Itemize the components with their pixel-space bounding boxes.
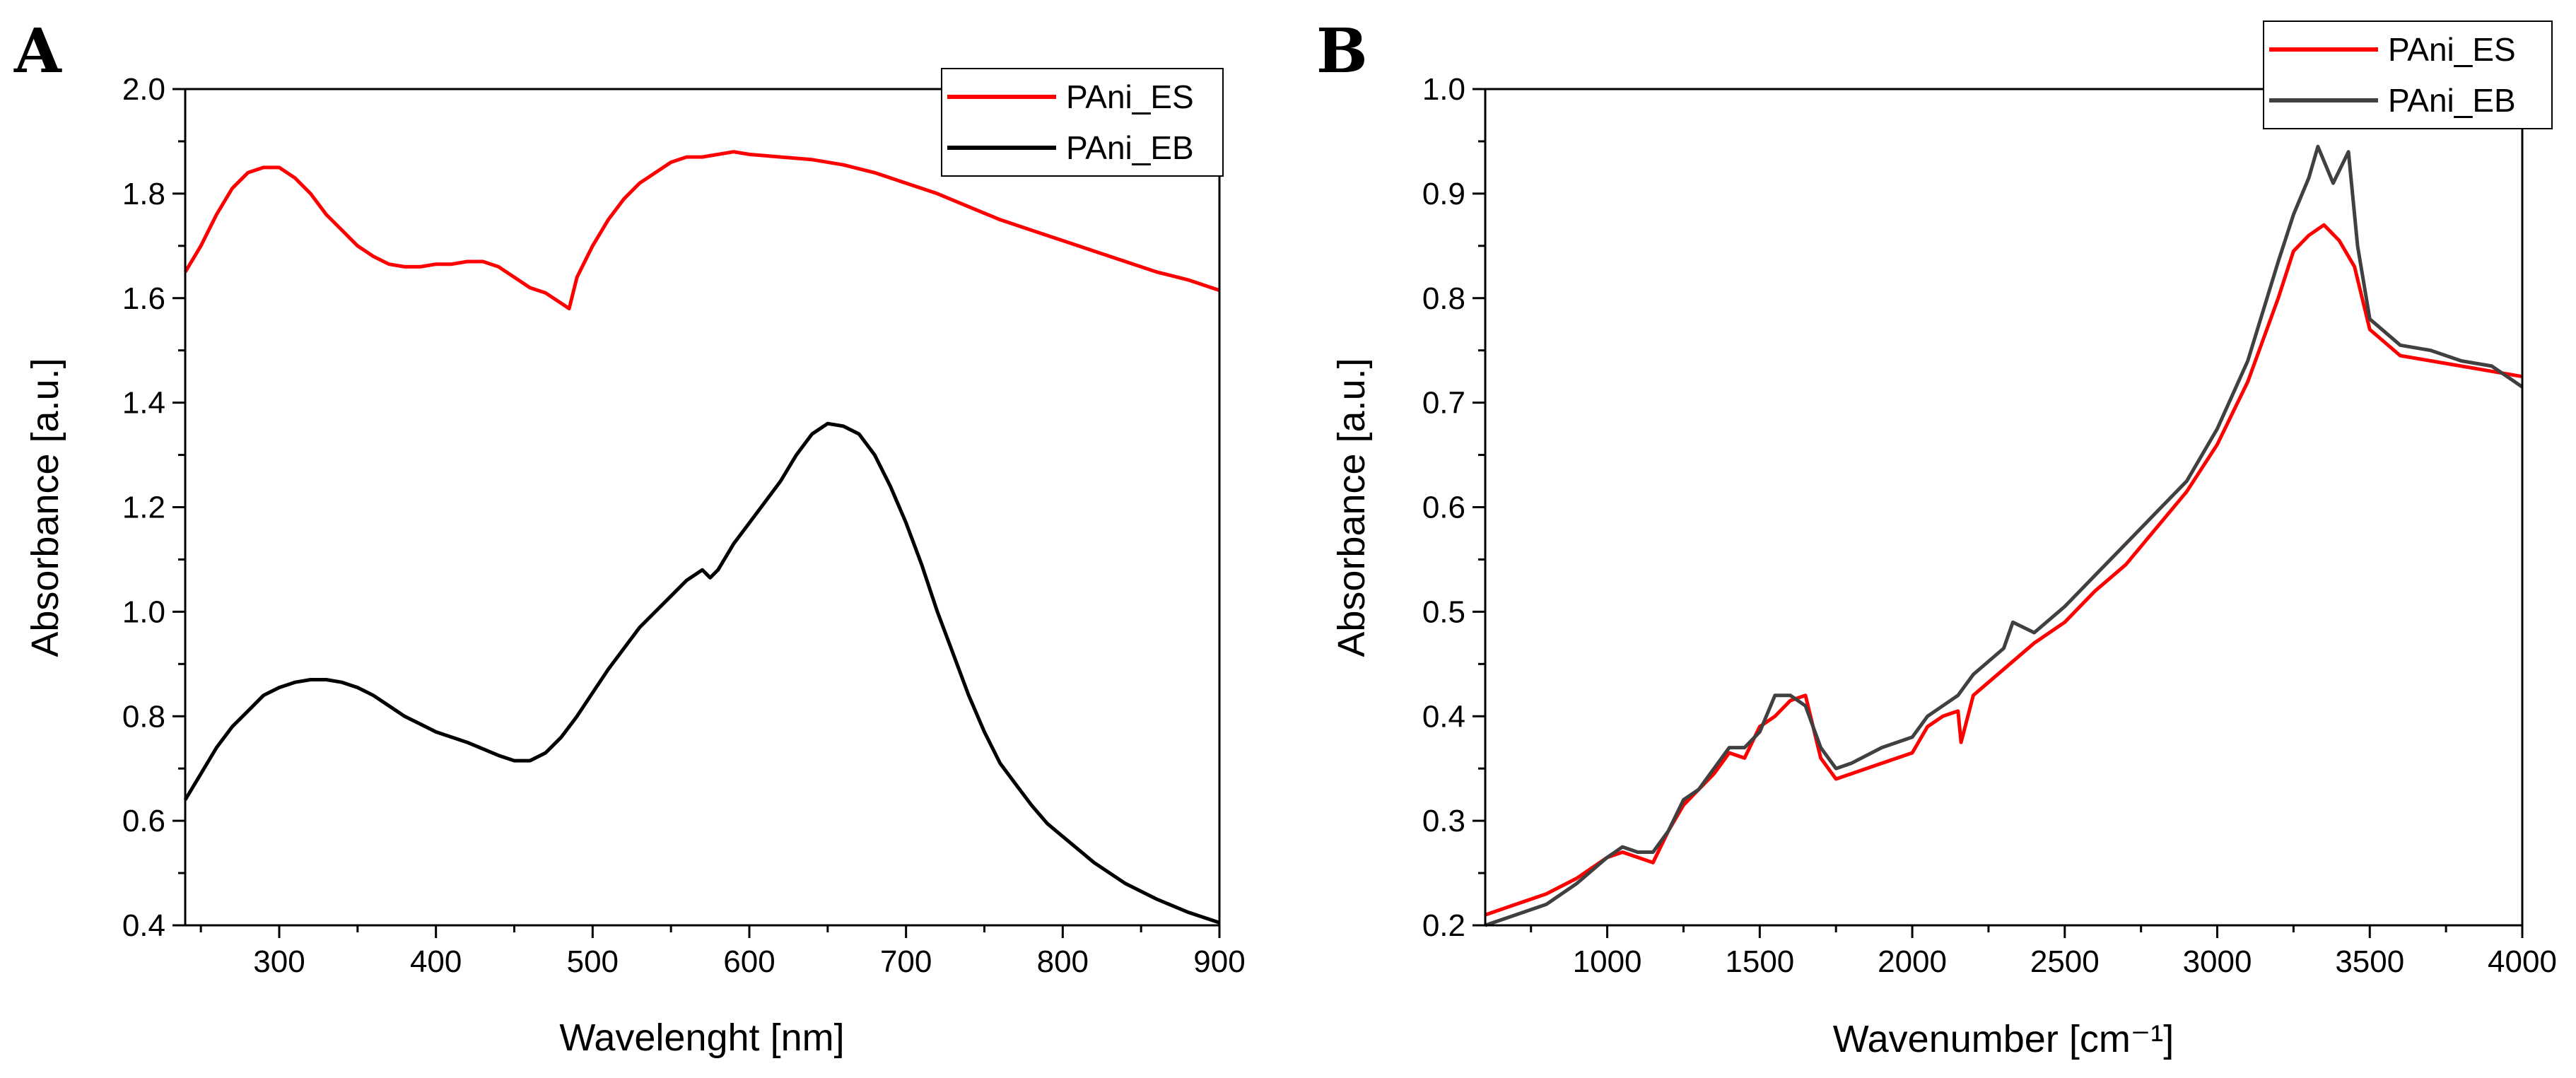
- plot-frame-a: [184, 88, 1221, 927]
- panel-a: A 300 400 500 600 700 800 900 0.4 0.6 0.8 1.0 1.2 1.…: [13, 16, 1246, 1059]
- plot-lines-a: [183, 150, 1220, 925]
- y-tick-label: 0.5: [1422, 594, 1465, 629]
- y-tick-label: 1.4: [122, 386, 165, 421]
- legend-label: PAni_EB: [1066, 129, 1194, 166]
- y-tick-label: 0.8: [122, 699, 165, 734]
- x-tick-label: 2000: [1878, 944, 1947, 979]
- legend-label: PAni_EB: [2388, 82, 2516, 119]
- x-tick-label: 300: [253, 944, 305, 979]
- ticks-b: 1000 1500 2000 2500 3000 3500 4000 0.2 0.3 0.4 0.5…: [1422, 72, 2557, 979]
- y-tick-label: 1.8: [122, 177, 165, 211]
- panel-letter-a: A: [13, 16, 62, 87]
- y-tick-label: 1.6: [122, 281, 165, 316]
- panel-letter-b: B: [1316, 16, 1368, 87]
- series-line-pani-es: [183, 150, 1220, 310]
- x-tick-label: 900: [1193, 944, 1245, 979]
- y-tick-label: 2.0: [122, 72, 165, 107]
- y-tick-label: 1.2: [122, 491, 165, 525]
- x-tick-label: 1500: [1725, 944, 1794, 979]
- plot-frame-b: [1484, 88, 2524, 927]
- y-tick-label: 0.6: [122, 804, 165, 838]
- y-tick-label: 0.4: [122, 908, 165, 943]
- y-tick-label: 0.2: [1422, 908, 1465, 943]
- x-tick-label: 700: [880, 944, 932, 979]
- x-axis-label-a: Wavelenght [nm]: [559, 1017, 844, 1059]
- x-tick-label: 600: [723, 944, 775, 979]
- legend-box: [2263, 20, 2553, 129]
- y-tick-label: 0.6: [1422, 491, 1465, 525]
- x-tick-label: 1000: [1573, 944, 1642, 979]
- legend-box: [941, 68, 1224, 177]
- panel-b: B 1000 1500 2000 2500 3000 3500 4000 0.2 0.3 0.4 0…: [1316, 16, 2557, 1060]
- x-tick-label: 400: [410, 944, 462, 979]
- plot-lines-b: [1485, 144, 2524, 927]
- series-line-pani-es: [1485, 223, 2523, 917]
- series-line-pani-eb: [1485, 144, 2524, 927]
- y-tick-label: 0.3: [1422, 804, 1465, 838]
- x-tick-label: 3500: [2335, 944, 2404, 979]
- legend-label: PAni_ES: [1066, 78, 1194, 115]
- y-axis-label-b: Absorbance [a.u.]: [1330, 358, 1373, 657]
- x-tick-label: 3000: [2183, 944, 2252, 979]
- y-tick-label: 0.8: [1422, 281, 1465, 316]
- y-tick-label: 0.4: [1422, 699, 1465, 734]
- y-tick-label: 1.0: [122, 594, 165, 629]
- y-tick-label: 0.9: [1422, 177, 1465, 211]
- legend-a: PAni_ES PAni_EB: [941, 68, 1224, 177]
- ticks-a: 300 400 500 600 700 800 900 0.4 0.6 0.8 1.0 1.2 1.4 1…: [122, 72, 1246, 979]
- series-line-pani-eb: [183, 421, 1220, 925]
- y-tick-label: 0.7: [1422, 386, 1465, 421]
- legend-label: PAni_ES: [2388, 31, 2516, 68]
- x-tick-label: 800: [1037, 944, 1089, 979]
- legend-b: PAni_ES PAni_EB: [2263, 20, 2553, 129]
- x-tick-label: 2500: [2030, 944, 2100, 979]
- x-tick-label: 4000: [2488, 944, 2557, 979]
- x-axis-label-b: Wavenumber [cm⁻¹]: [1833, 1018, 2174, 1060]
- y-axis-label-a: Absorbance [a.u.]: [24, 358, 66, 657]
- x-tick-label: 500: [567, 944, 619, 979]
- y-tick-label: 1.0: [1422, 72, 1465, 107]
